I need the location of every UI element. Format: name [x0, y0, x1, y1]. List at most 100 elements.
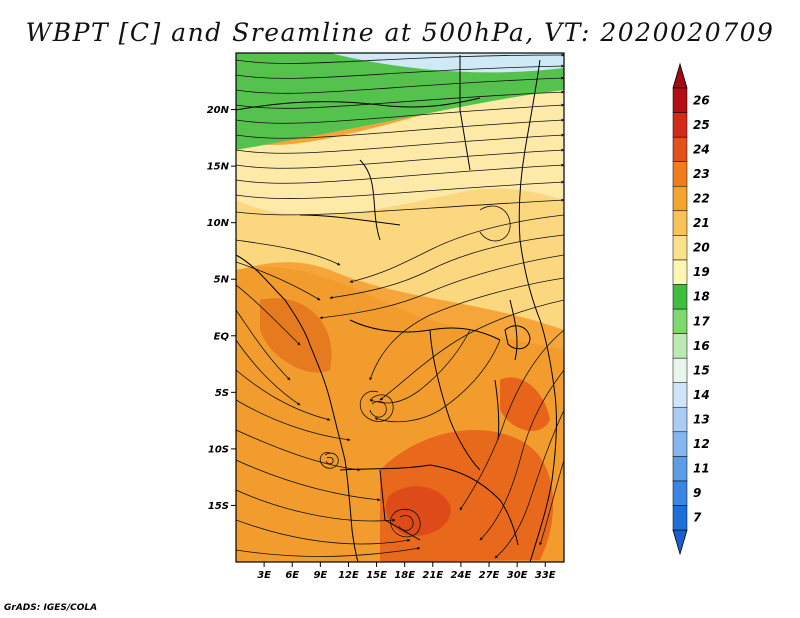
streamline — [236, 339, 301, 406]
border — [359, 159, 381, 241]
colorbar-swatch — [672, 259, 688, 285]
streamline — [459, 329, 564, 511]
streamline — [236, 261, 321, 301]
streamline — [236, 284, 301, 346]
colorbar-label: 22 — [693, 192, 710, 206]
streamline — [236, 163, 564, 184]
lat-tick-label: 20N — [207, 105, 230, 116]
latitude-axis: 20N 15N 10N 5N EQ 5S 10S 15S — [207, 105, 236, 512]
colorbar-swatch — [672, 284, 688, 310]
streamline — [319, 254, 564, 320]
colorbar-swatch — [672, 185, 688, 212]
streamline — [479, 369, 564, 541]
plot-frame — [235, 52, 565, 563]
streamline — [379, 299, 564, 401]
colorbar-label: 16 — [693, 339, 710, 353]
colorbar-label: 14 — [693, 388, 710, 402]
streamline — [494, 409, 564, 559]
streamline — [236, 489, 396, 522]
border — [339, 464, 431, 471]
streamlines — [236, 53, 564, 559]
colorbar-bottom-arrow — [672, 529, 688, 556]
colorbar-label: 15 — [693, 363, 710, 377]
streamline — [236, 369, 331, 421]
lon-tick-label: 15E — [366, 570, 387, 581]
colorbar-label: 21 — [693, 216, 710, 230]
border — [236, 97, 481, 111]
colorbar-swatch — [672, 112, 688, 138]
streamline — [236, 519, 411, 545]
streamline — [374, 339, 501, 423]
streamline — [369, 329, 471, 404]
colorbar-swatch — [672, 87, 688, 113]
streamline — [236, 309, 291, 381]
lon-tick-label: 9E — [313, 570, 327, 581]
colorbar-label: 26 — [693, 93, 710, 107]
colorbar-swatch — [672, 406, 688, 433]
streamline — [236, 90, 564, 109]
streamline — [236, 429, 361, 472]
lon-tick-label: 3E — [257, 570, 271, 581]
colorbar-swatch — [672, 161, 688, 187]
lon-tick-label: 6E — [285, 570, 299, 581]
vortex-angola — [319, 452, 339, 469]
lake-victoria — [504, 325, 531, 350]
credit-text: GrADS: IGES/COLA — [4, 603, 98, 613]
streamline — [236, 103, 564, 124]
field-band-22-23-east — [500, 377, 550, 431]
colorbar-label: 18 — [693, 290, 710, 304]
streamline — [539, 459, 564, 546]
colorbar-label: 7 — [693, 511, 702, 525]
colorbar-label: 24 — [693, 142, 710, 156]
colorbar-label: 17 — [693, 314, 710, 328]
lon-tick-label: 12E — [338, 570, 359, 581]
colorbar-label: 19 — [693, 265, 710, 279]
colorbar-label: 13 — [693, 413, 710, 427]
colorbar-label: 9 — [693, 486, 701, 500]
colorbar-label: 23 — [693, 167, 710, 181]
vortex-east — [479, 205, 511, 242]
colorbar-swatch — [672, 431, 688, 457]
streamline — [236, 239, 341, 266]
lat-tick-label: 10S — [208, 444, 229, 455]
border — [459, 55, 471, 171]
streamline — [236, 180, 564, 199]
wbpt-field — [236, 53, 564, 562]
border — [299, 214, 401, 226]
coastline-east — [518, 59, 557, 562]
colorbar-swatch — [672, 382, 688, 408]
streamline — [349, 214, 564, 283]
colorbar-top-arrow — [672, 62, 688, 89]
lat-tick-label: 15N — [207, 162, 230, 173]
streamline — [236, 546, 421, 557]
streamline — [236, 399, 351, 442]
colorbar-swatch — [672, 357, 688, 383]
colorbar-swatch — [672, 456, 688, 482]
lon-tick-label: 21E — [422, 570, 443, 581]
country-borders — [236, 55, 557, 562]
border — [379, 469, 421, 541]
colorbar-label: 11 — [693, 462, 710, 476]
lat-tick-label: EQ — [214, 331, 230, 342]
border — [429, 329, 481, 471]
lon-tick-label: 27E — [479, 570, 500, 581]
streamline — [369, 277, 564, 381]
lat-tick-label: 5N — [214, 275, 230, 286]
streamline — [236, 133, 564, 154]
colorbar-swatch — [672, 333, 688, 359]
streamline — [236, 64, 564, 79]
coastline-west — [236, 254, 359, 562]
field-band-23-24 — [385, 486, 451, 536]
lon-tick-label: 18E — [394, 570, 415, 581]
longitude-axis: 3E 6E 9E 12E 15E 18E 21E 24E 27E 30E 33E — [257, 562, 556, 581]
vortex-congo — [359, 390, 394, 422]
streamline — [236, 53, 564, 64]
lake-tanganyika — [494, 379, 500, 441]
colorbar-swatch — [672, 505, 688, 531]
colorbar-swatch — [672, 308, 688, 334]
colorbar-label: 12 — [693, 437, 710, 451]
colorbar-swatch — [672, 480, 688, 506]
streamline — [236, 76, 564, 94]
colorbar: 7 9 11 12 13 14 15 16 17 18 19 20 21 22 23 24 25 26 — [672, 62, 710, 556]
